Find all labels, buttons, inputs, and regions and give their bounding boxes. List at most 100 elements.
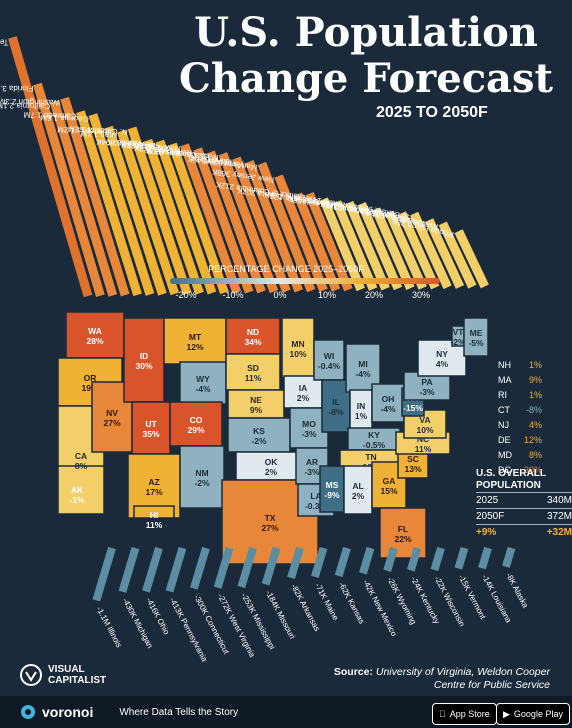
decline-bar-label: -1.1M Illinois <box>95 605 124 649</box>
vc-line-2: CAPITALIST <box>48 675 107 686</box>
state-value: -0.5% <box>363 440 386 450</box>
state-code: IN <box>357 401 366 411</box>
state-code: NV <box>106 408 118 418</box>
state-code: NM <box>195 468 208 478</box>
state-wi: WI-0.4% <box>313 339 345 381</box>
decline-bar: -8K Alaska <box>502 546 530 610</box>
state-value: -0.4% <box>318 361 341 371</box>
state-value: 30% <box>135 361 152 371</box>
state-value: -3% <box>301 429 317 439</box>
color-scale: PERCENTAGE CHANGE 2025–2050F -20% -10% 0% 10… <box>170 264 440 300</box>
decline-bar: -1.1M Illinois <box>92 546 124 649</box>
growth-bar-label: Arizona 1.2M <box>57 125 105 136</box>
state-al: AL2% <box>343 465 373 515</box>
state-value: -4% <box>380 404 396 414</box>
state-value: 11% <box>415 444 432 454</box>
state-code: MD <box>498 450 512 460</box>
state-mi: MI-4% <box>345 343 381 393</box>
state-value: -1% <box>69 495 85 505</box>
state-value: 22% <box>394 534 411 544</box>
growth-bar: Colorado 1.7M <box>23 110 142 297</box>
decline-bar-label: -71K Maine <box>313 582 340 623</box>
state-value: -2% <box>450 337 466 347</box>
state-value: 35% <box>142 429 159 439</box>
state-value: 1% <box>355 411 368 421</box>
state-wy: WY-4% <box>179 361 227 405</box>
northeast-row: NJ 4% <box>498 418 542 433</box>
scale-tick: -20% <box>175 290 196 300</box>
decline-bar: -71K Maine <box>311 546 340 623</box>
decline-bar: -416K Ohio <box>142 546 171 637</box>
state-value: 11% <box>245 373 262 383</box>
state-code: CT <box>498 405 510 415</box>
scale-tick: 0% <box>273 290 286 300</box>
state-code: PA <box>421 377 432 387</box>
state-code: NE <box>250 395 262 405</box>
state-code: IA <box>299 383 308 393</box>
state-code: TN <box>365 452 376 462</box>
state-code: WA <box>88 326 102 336</box>
state-ky: KY-0.5% <box>347 427 401 451</box>
state-ne: NE9% <box>227 389 285 419</box>
overall-row: 2025 340M <box>476 492 572 508</box>
page-subtitle: 2025 TO 2050F <box>376 104 488 121</box>
growth-bars: Texas 8.6M Florida 3.1M California 2.1MWas… <box>0 36 489 298</box>
decline-bars: -1.1M Illinois-430K Michigan-416K Ohio-4… <box>92 546 530 664</box>
state-value: 11% <box>146 520 163 530</box>
growth-bar-label: Texas 8.6M <box>0 38 8 47</box>
state-value: 27% <box>261 523 278 533</box>
growth-bar: Arizona 1.2M <box>57 125 167 296</box>
scale-title: PERCENTAGE CHANGE 2025–2050F <box>208 264 364 274</box>
us-map: WA28%OR19%CA8%NV27%ID30%MT12%WY-4%UT35%C… <box>47 311 489 565</box>
state-code: DC <box>498 465 511 475</box>
state-value: -8% <box>328 407 344 417</box>
overall-heading: U.S. OVERALL POPULATION <box>476 468 546 491</box>
page-title: U.S. Population Change Forecast <box>176 10 556 102</box>
state-in: IN1% <box>349 389 373 431</box>
state-value: 28% <box>86 336 103 346</box>
state-ia: IA2% <box>283 375 323 409</box>
state-code: AZ <box>148 477 159 487</box>
growth-bar-label: Nevada 883K <box>106 137 156 149</box>
state-code: MN <box>291 339 304 349</box>
state-code: TX <box>265 513 276 523</box>
state-code: VT <box>453 327 465 337</box>
overall-population-box: U.S. OVERALL POPULATION 2025 340M 2050F 37… <box>476 468 572 540</box>
state-ks: KS-2% <box>227 417 291 453</box>
state-value: -5% <box>468 338 484 348</box>
growth-bar: Washington 2.3M <box>0 97 130 297</box>
scale-tick: 10% <box>318 290 336 300</box>
state-code: NJ <box>498 420 509 430</box>
growth-bar: California 2.1M <box>0 100 118 297</box>
northeast-list: NH 1% MA 9% RI 1% CT -8% NJ 4% DE 12% MD 8% DC 30% <box>498 358 542 478</box>
growth-bar: Texas 8.6M <box>0 36 93 298</box>
decline-bar-label: -8K Alaska <box>504 571 530 609</box>
northeast-row: CT -8% <box>498 403 542 418</box>
state-code: RI <box>498 390 507 400</box>
northeast-row: MA 9% <box>498 373 542 388</box>
growth-bar-label: Virginia 894K <box>95 137 144 149</box>
state-value: -8% <box>525 405 542 415</box>
overall-row: 2050F 372M <box>476 508 572 524</box>
growth-bar: N. Carolina 1.2M <box>67 124 192 296</box>
state-value: 1% <box>528 390 542 400</box>
google-play-button[interactable]: ▶ Google Play <box>496 703 570 725</box>
state-value: 4% <box>436 359 449 369</box>
state-value: 4% <box>528 420 542 430</box>
northeast-row: RI 1% <box>498 388 542 403</box>
state-code: WY <box>196 374 210 384</box>
growth-bar-label: Oregon 827K <box>120 140 169 153</box>
state-code: CO <box>190 415 203 425</box>
state-me: ME-5% <box>463 317 489 357</box>
growth-bar-label: Utah 1.1M <box>80 129 118 140</box>
state-code: DE <box>498 435 511 445</box>
voronoi-icon <box>21 705 35 719</box>
app-store-button[interactable]: App Store <box>432 703 497 725</box>
voronoi-brand[interactable]: voronoi <box>20 704 93 720</box>
